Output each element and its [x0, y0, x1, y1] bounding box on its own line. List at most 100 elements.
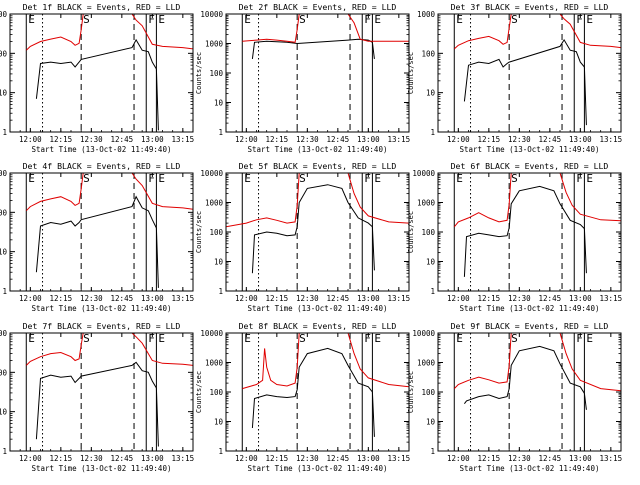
x-tick-label: 12:15 — [478, 294, 501, 303]
series-line-lld — [453, 14, 621, 50]
y-tick-label: 1 — [430, 447, 435, 456]
series-line-lld — [25, 173, 193, 212]
event-marker-label: S — [511, 172, 518, 185]
x-tick-label: 12:00 — [19, 135, 42, 144]
plot-frame — [9, 172, 194, 292]
series-line-lld — [25, 333, 193, 366]
y-tick-label: 10000 — [412, 169, 435, 178]
event-marker-label: S — [83, 332, 90, 345]
x-tick-label: 12:15 — [478, 135, 501, 144]
y-tick-label: 100 — [0, 368, 7, 377]
event-marker-label: E — [158, 13, 165, 26]
x-tick-label: 13:00 — [141, 135, 164, 144]
x-tick-label: 13:00 — [141, 454, 164, 463]
y-tick-label: 1 — [430, 287, 435, 296]
x-tick-label: 12:30 — [80, 135, 103, 144]
chart-panel-1: Det 1f BLACK = Events, RED = LLDCounts/s… — [0, 2, 194, 154]
x-tick-label: 13:15 — [600, 135, 623, 144]
x-tick-label: 12:45 — [539, 294, 562, 303]
event-marker-label: F — [364, 332, 371, 345]
x-tick-label: 12:45 — [327, 294, 350, 303]
y-tick-label: 1000 — [205, 40, 224, 49]
x-tick-label: 12:45 — [327, 454, 350, 463]
y-tick-label: 1000 — [0, 169, 7, 178]
y-tick-label: 100 — [0, 49, 7, 58]
x-tick-label: 12:30 — [508, 294, 531, 303]
series-line-events — [35, 361, 159, 447]
event-marker-label: E — [244, 172, 251, 185]
y-tick-label: 1 — [2, 287, 7, 296]
x-axis-label: Start Time (13-Oct-02 11:49:40) — [32, 304, 172, 313]
x-tick-label: 12:15 — [266, 454, 289, 463]
x-tick-label: 12:30 — [296, 135, 319, 144]
x-tick-label: 13:00 — [357, 294, 380, 303]
event-marker-label: E — [158, 172, 165, 185]
y-axis-label: Counts/sec — [195, 211, 203, 253]
x-tick-label: 12:00 — [447, 454, 470, 463]
y-tick-label: 100 — [421, 388, 435, 397]
x-axis-label: Start Time (13-Oct-02 11:49:40) — [460, 304, 600, 313]
x-tick-label: 13:15 — [388, 454, 411, 463]
y-tick-label: 100 — [209, 228, 223, 237]
event-marker-label: F — [148, 332, 155, 345]
x-tick-label: 13:00 — [569, 294, 592, 303]
event-marker-label: S — [83, 172, 90, 185]
plot-frame — [437, 13, 622, 133]
x-tick-label: 12:00 — [447, 294, 470, 303]
x-axis-label: Start Time (13-Oct-02 11:49:40) — [248, 304, 388, 313]
x-tick-label: 12:45 — [327, 135, 350, 144]
chart-title: Det 3f BLACK = Events, RED = LLD — [451, 2, 609, 12]
y-tick-label: 10 — [426, 89, 436, 98]
plot-frame — [437, 332, 622, 452]
x-tick-label: 12:15 — [266, 294, 289, 303]
y-tick-label: 1 — [430, 128, 435, 137]
y-tick-label: 10 — [0, 89, 7, 98]
y-tick-label: 1000 — [0, 329, 7, 338]
chart-title: Det 1f BLACK = Events, RED = LLD — [23, 2, 181, 12]
event-marker-label: E — [28, 13, 35, 26]
y-axis-label: Counts/sec — [195, 52, 203, 94]
chart-panel-6: Det 6f BLACK = Events, RED = LLD Counts/s… — [407, 161, 622, 313]
event-marker-label: E — [374, 172, 381, 185]
x-axis-label: Start Time (13-Oct-02 11:49:40) — [248, 145, 388, 154]
series-line-events — [35, 195, 159, 288]
x-tick-label: 13:15 — [172, 135, 195, 144]
y-tick-label: 1 — [218, 447, 223, 456]
event-marker-label: F — [148, 172, 155, 185]
plot-frame — [9, 13, 194, 133]
chart-title: Det 7f BLACK = Events, RED = LLD — [23, 321, 181, 331]
x-tick-label: 12:30 — [296, 454, 319, 463]
plot-frame — [9, 332, 194, 452]
x-tick-label: 12:45 — [111, 454, 134, 463]
y-tick-label: 100 — [0, 208, 7, 217]
y-tick-label: 10000 — [200, 10, 223, 19]
event-marker-label: E — [456, 332, 463, 345]
y-tick-label: 10000 — [412, 329, 435, 338]
event-marker-label: F — [576, 332, 583, 345]
chart-title: Det 4f BLACK = Events, RED = LLD — [23, 161, 181, 171]
x-tick-label: 12:45 — [111, 294, 134, 303]
series-line-lld — [25, 14, 193, 51]
x-tick-label: 12:30 — [80, 454, 103, 463]
series-line-events — [463, 38, 587, 126]
y-tick-label: 1000 — [0, 10, 7, 19]
plot-frame — [225, 172, 410, 292]
y-tick-label: 100 — [421, 228, 435, 237]
event-marker-label: E — [244, 332, 251, 345]
event-marker-label: F — [364, 172, 371, 185]
y-tick-label: 1 — [2, 447, 7, 456]
x-axis-label: Start Time (13-Oct-02 11:49:40) — [460, 145, 600, 154]
event-marker-label: E — [586, 332, 593, 345]
y-tick-label: 100 — [209, 388, 223, 397]
event-marker-label: E — [374, 332, 381, 345]
x-tick-label: 13:00 — [569, 135, 592, 144]
chart-title: Det 8f BLACK = Events, RED = LLD — [239, 321, 397, 331]
y-tick-label: 10 — [214, 99, 224, 108]
x-tick-label: 13:15 — [388, 294, 411, 303]
x-tick-label: 13:15 — [600, 294, 623, 303]
event-marker-label: S — [299, 172, 306, 185]
x-axis-label: Start Time (13-Oct-02 11:49:40) — [248, 464, 388, 473]
event-marker-label: S — [511, 332, 518, 345]
x-tick-label: 12:00 — [19, 294, 42, 303]
y-tick-label: 10000 — [200, 329, 223, 338]
